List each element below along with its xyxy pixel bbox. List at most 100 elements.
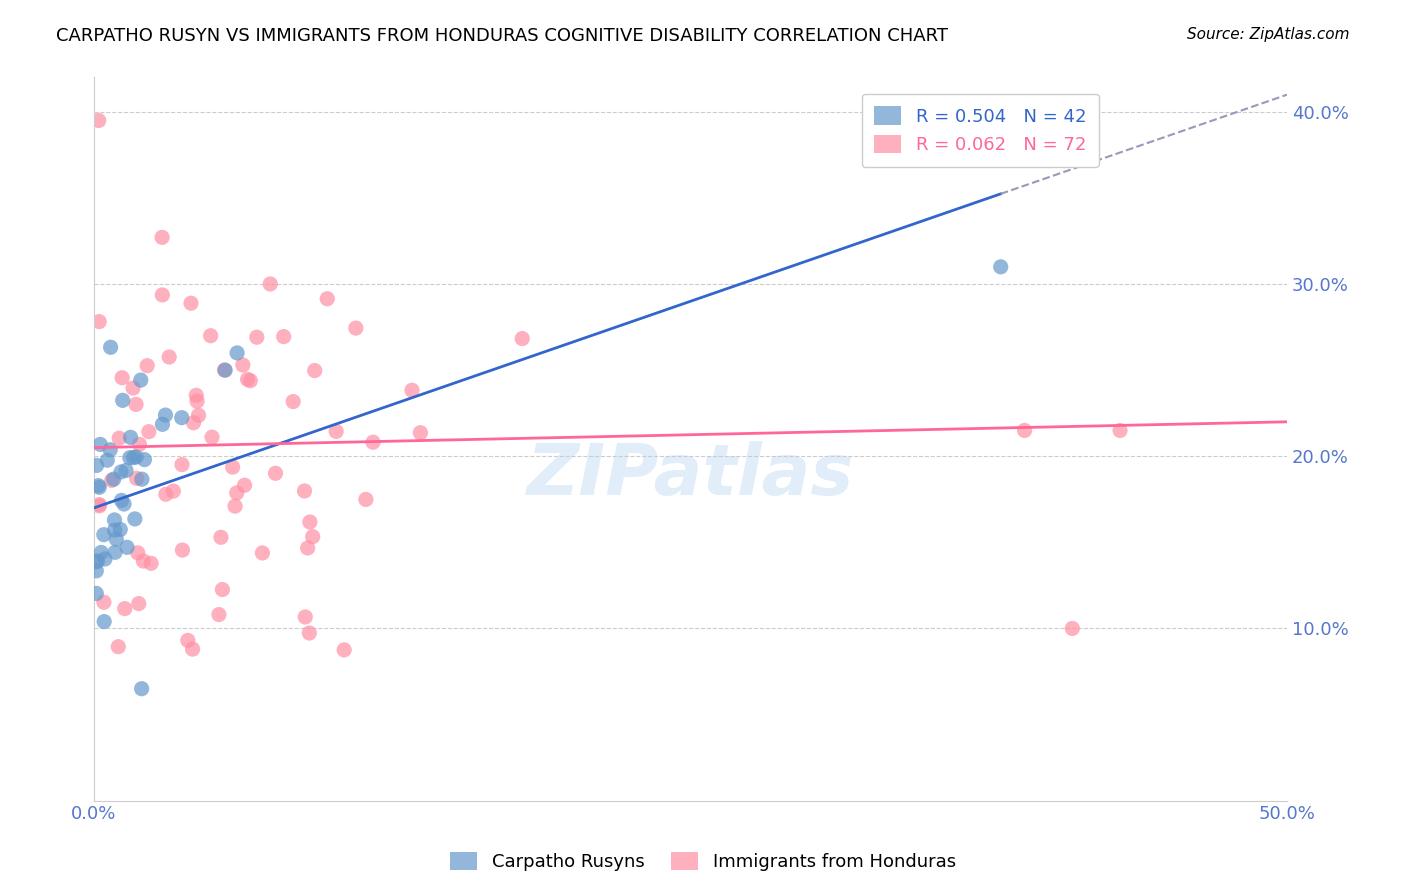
Point xyxy=(409,425,432,440)
Point xyxy=(96,453,118,467)
Point xyxy=(201,430,224,444)
Point xyxy=(129,373,152,387)
Point xyxy=(294,610,316,624)
Point xyxy=(172,543,194,558)
Point xyxy=(86,564,108,578)
Point xyxy=(298,626,321,640)
Point xyxy=(93,595,115,609)
Point xyxy=(110,493,132,508)
Point xyxy=(183,416,205,430)
Point xyxy=(157,350,180,364)
Point xyxy=(122,381,145,395)
Point xyxy=(224,499,246,513)
Point xyxy=(181,642,204,657)
Point xyxy=(128,597,150,611)
Point xyxy=(131,472,153,486)
Text: CARPATHO RUSYN VS IMMIGRANTS FROM HONDURAS COGNITIVE DISABILITY CORRELATION CHAR: CARPATHO RUSYN VS IMMIGRANTS FROM HONDUR… xyxy=(56,27,948,45)
Point xyxy=(259,277,281,291)
Point xyxy=(1109,424,1132,438)
Point xyxy=(155,408,177,422)
Point xyxy=(103,523,125,537)
Point xyxy=(150,230,173,244)
Point xyxy=(139,557,162,571)
Point xyxy=(990,260,1012,274)
Legend: R = 0.504   N = 42, R = 0.062   N = 72: R = 0.504 N = 42, R = 0.062 N = 72 xyxy=(862,94,1099,167)
Point xyxy=(298,515,321,529)
Point xyxy=(239,374,262,388)
Point xyxy=(264,467,287,481)
Point xyxy=(118,450,141,465)
Legend: Carpatho Rusyns, Immigrants from Honduras: Carpatho Rusyns, Immigrants from Hondura… xyxy=(443,845,963,879)
Point xyxy=(125,397,148,411)
Text: ZIPatlas: ZIPatlas xyxy=(527,441,855,509)
Point xyxy=(401,384,423,398)
Point xyxy=(170,458,193,472)
Point xyxy=(233,478,256,492)
Point xyxy=(246,330,269,344)
Point xyxy=(177,633,200,648)
Point xyxy=(93,527,115,541)
Point xyxy=(86,555,108,569)
Point xyxy=(93,615,115,629)
Point xyxy=(131,681,153,696)
Point xyxy=(110,465,132,479)
Point xyxy=(122,450,145,465)
Point xyxy=(208,607,231,622)
Point xyxy=(214,363,236,377)
Point xyxy=(87,478,110,492)
Point xyxy=(103,472,125,486)
Point xyxy=(114,601,136,615)
Point xyxy=(100,474,122,488)
Point xyxy=(136,359,159,373)
Point xyxy=(232,358,254,372)
Point xyxy=(98,442,121,457)
Point xyxy=(125,450,148,464)
Point xyxy=(186,394,208,409)
Point xyxy=(344,321,367,335)
Point xyxy=(333,643,356,657)
Point xyxy=(86,554,108,568)
Point xyxy=(297,541,319,555)
Point xyxy=(200,328,222,343)
Point xyxy=(132,554,155,568)
Point xyxy=(187,409,209,423)
Point xyxy=(226,346,249,360)
Point xyxy=(110,523,132,537)
Point xyxy=(100,340,122,354)
Point xyxy=(252,546,274,560)
Point xyxy=(105,532,128,546)
Point xyxy=(209,530,232,544)
Point xyxy=(316,292,339,306)
Point xyxy=(225,486,247,500)
Point xyxy=(361,435,384,450)
Point xyxy=(127,546,149,560)
Point xyxy=(89,480,111,494)
Point xyxy=(281,394,304,409)
Point xyxy=(186,388,208,402)
Point xyxy=(115,463,138,477)
Point xyxy=(354,492,377,507)
Text: Source: ZipAtlas.com: Source: ZipAtlas.com xyxy=(1187,27,1350,42)
Point xyxy=(304,363,326,377)
Point xyxy=(86,458,108,473)
Point xyxy=(89,437,111,451)
Point xyxy=(236,372,259,386)
Point xyxy=(1062,622,1084,636)
Point xyxy=(134,452,156,467)
Point xyxy=(180,296,202,310)
Point xyxy=(211,582,233,597)
Point xyxy=(87,113,110,128)
Point xyxy=(1014,424,1036,438)
Point xyxy=(111,370,134,384)
Point xyxy=(120,430,142,444)
Point xyxy=(111,393,134,408)
Point xyxy=(128,437,150,451)
Point xyxy=(94,552,117,566)
Point xyxy=(112,497,135,511)
Point xyxy=(301,530,323,544)
Point xyxy=(152,417,174,432)
Point xyxy=(86,586,108,600)
Point xyxy=(155,487,177,501)
Point xyxy=(138,425,160,439)
Point xyxy=(90,545,112,559)
